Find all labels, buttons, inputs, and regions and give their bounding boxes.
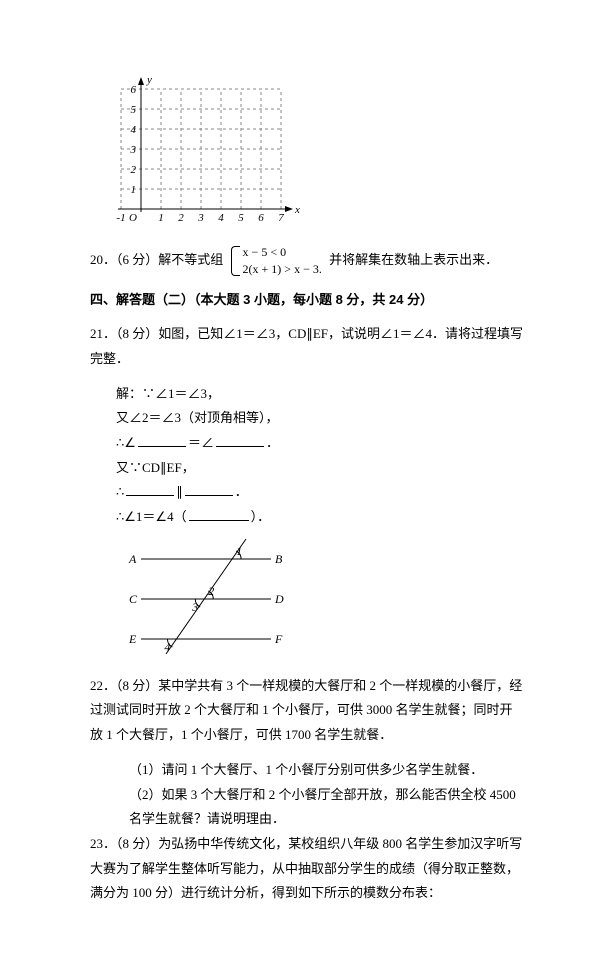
svg-text:6: 6 bbox=[131, 84, 137, 96]
q20-prefix: 解不等式组 bbox=[158, 252, 223, 267]
q20-points: （6 分） bbox=[116, 252, 158, 267]
q21-line-vertical: 又∠2＝∠3（对顶角相等）， bbox=[90, 406, 525, 431]
q21-blank-4 bbox=[185, 482, 233, 496]
q21-line-eq: ∴∠ ＝∠ ． bbox=[90, 431, 525, 456]
svg-text:2: 2 bbox=[131, 164, 137, 176]
q22-number: 22． bbox=[90, 678, 116, 693]
svg-text:x: x bbox=[294, 204, 300, 216]
svg-text:F: F bbox=[274, 632, 283, 646]
svg-text:2: 2 bbox=[178, 212, 184, 224]
q20-sys-line1: x − 5 < 0 bbox=[243, 244, 322, 261]
svg-text:3: 3 bbox=[197, 212, 204, 224]
q21-line-conc: ∴∠1＝∠4（ ）． bbox=[90, 505, 525, 530]
q20-suffix: 并将解集在数轴上表示出来． bbox=[329, 252, 498, 267]
svg-text:5: 5 bbox=[131, 104, 137, 116]
svg-text:7: 7 bbox=[278, 212, 284, 224]
svg-text:1: 1 bbox=[131, 184, 137, 196]
svg-text:D: D bbox=[274, 592, 284, 606]
q22-points: （8 分） bbox=[116, 678, 158, 693]
q21-line-solve: 解：∵∠1＝∠3， bbox=[90, 382, 525, 407]
q21-diagram-svg: ABCDEF1234 bbox=[116, 534, 296, 664]
q20-system: x − 5 < 0 2(x + 1) > x − 3. bbox=[231, 244, 322, 278]
q21-conc-prefix: ∴∠1＝∠4（ bbox=[116, 509, 187, 524]
q21-blank-5 bbox=[189, 507, 249, 521]
q21-number: 21． bbox=[90, 326, 116, 341]
q21-blank-2 bbox=[216, 433, 264, 447]
question-22: 22．（8 分）某中学共有 3 个一样规模的大餐厅和 2 个一样规模的小餐厅，经… bbox=[90, 674, 525, 748]
q22-sub2: （2）如果 3 个大餐厅和 2 个小餐厅全部开放，那么能否供全校 4500 名学… bbox=[90, 783, 525, 832]
q20-number: 20． bbox=[90, 252, 116, 267]
q21-para-prefix: ∴ bbox=[116, 484, 124, 499]
section-4-header: 四、解答题（二）（本大题 3 小题，每小题 8 分，共 24 分） bbox=[90, 288, 525, 313]
coordinate-grid-svg: x y O -1 1 2 3 4 5 6 7 1 2 3 4 5 6 bbox=[116, 64, 316, 234]
q21-line-para: ∴ ∥ ． bbox=[90, 480, 525, 505]
svg-text:3: 3 bbox=[130, 144, 137, 156]
svg-text:5: 5 bbox=[238, 212, 244, 224]
q21-conc-suffix: ）． bbox=[251, 509, 271, 524]
q21-para-mid: ∥ bbox=[176, 484, 183, 499]
svg-text:A: A bbox=[128, 552, 137, 566]
q21-blank-1 bbox=[138, 433, 186, 447]
q23-number: 23． bbox=[90, 836, 116, 851]
svg-text:C: C bbox=[129, 592, 138, 606]
q22-sub1: （1）请问 1 个大餐厅、1 个小餐厅分别可供多少名学生就餐． bbox=[90, 758, 525, 783]
q20-sys-line2: 2(x + 1) > x − 3. bbox=[243, 261, 322, 278]
svg-text:1: 1 bbox=[158, 212, 164, 224]
q21-points: （8 分） bbox=[116, 326, 158, 341]
question-23: 23．（8 分）为弘扬中华传统文化，某校组织八年级 800 名学生参加汉字听写大… bbox=[90, 832, 525, 906]
grid-figure: x y O -1 1 2 3 4 5 6 7 1 2 3 4 5 6 bbox=[116, 64, 525, 234]
svg-text:4: 4 bbox=[131, 124, 137, 136]
q21-eq-prefix: ∴∠ bbox=[116, 435, 136, 450]
q21-diagram: ABCDEF1234 bbox=[116, 534, 525, 664]
svg-text:E: E bbox=[128, 632, 137, 646]
question-20: 20．（6 分）解不等式组 x − 5 < 0 2(x + 1) > x − 3… bbox=[90, 244, 525, 278]
svg-text:O: O bbox=[129, 212, 137, 224]
q21-blank-3 bbox=[126, 482, 174, 496]
question-21: 21．（8 分）如图，已知∠1＝∠3，CD∥EF，试说明∠1＝∠4．请将过程填写… bbox=[90, 322, 525, 371]
q21-eq-suffix: ． bbox=[266, 435, 279, 450]
q23-points: （8 分） bbox=[116, 836, 158, 851]
svg-text:4: 4 bbox=[218, 212, 224, 224]
svg-text:6: 6 bbox=[258, 212, 264, 224]
svg-text:y: y bbox=[146, 74, 152, 86]
q21-para-suffix: ． bbox=[235, 484, 248, 499]
svg-text:B: B bbox=[275, 552, 283, 566]
svg-text:-1: -1 bbox=[116, 212, 125, 224]
svg-text:3: 3 bbox=[191, 600, 198, 614]
q21-line-cdef: 又∵CD∥EF， bbox=[90, 456, 525, 481]
q21-eq-mid: ＝∠ bbox=[188, 435, 214, 450]
